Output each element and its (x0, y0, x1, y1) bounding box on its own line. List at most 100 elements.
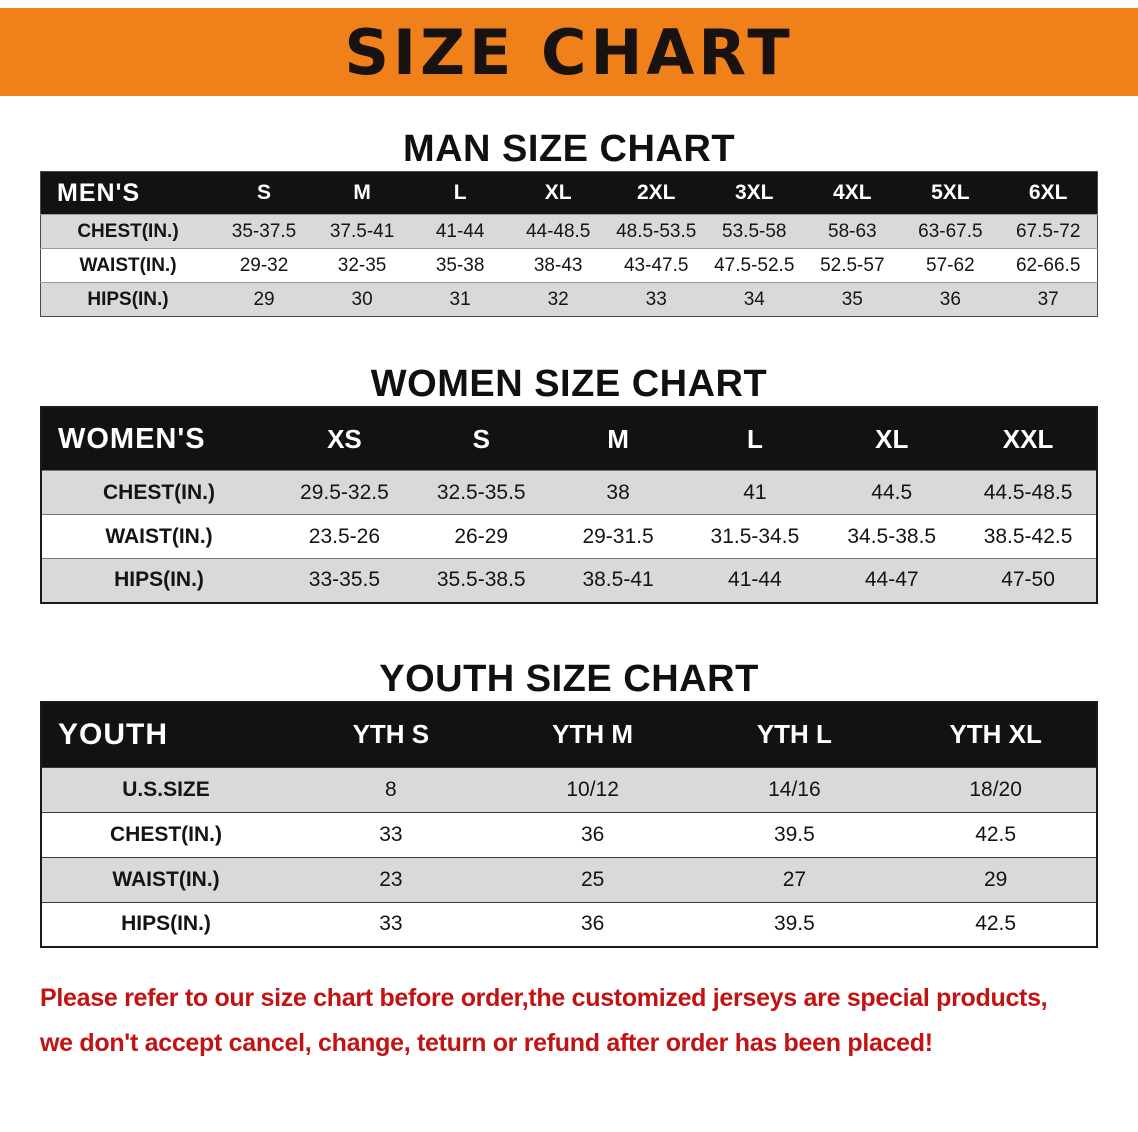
row-label: WAIST(IN.) (41, 856, 290, 902)
size-value-cell: 33 (607, 282, 706, 317)
title-banner: SIZE CHART (0, 8, 1138, 96)
size-value-cell: 39.5 (693, 811, 896, 857)
size-value-cell: 34.5-38.5 (823, 514, 961, 559)
size-value-cell: 33-35.5 (276, 558, 413, 603)
measurement-row: WAIST(IN.) 23.5-26 26-29 29-31.5 31.5-34.5 34… (41, 514, 1097, 559)
size-column-header: XL (509, 171, 608, 215)
size-value-cell: 23.5-26 (276, 514, 413, 559)
size-value-cell: 25 (491, 856, 694, 902)
size-value-cell: 33 (290, 811, 492, 857)
size-value-cell: 23 (290, 856, 492, 902)
size-value-cell: 44.5-48.5 (960, 470, 1097, 515)
section-women: WOMEN SIZE CHART WOMEN'S XS S M L XL XXL CHEST(… (0, 363, 1138, 604)
size-value-cell: 32.5-35.5 (412, 470, 550, 515)
size-value-cell: 41-44 (686, 558, 824, 603)
size-value-cell: 44-47 (823, 558, 961, 603)
size-column-header: 3XL (705, 171, 804, 215)
row-label: U.S.SIZE (41, 766, 290, 812)
size-value-cell: 57-62 (901, 248, 1000, 283)
measurement-row: HIPS(IN.) 29 30 31 32 33 34 35 36 37 (40, 282, 1098, 317)
size-value-cell: 48.5-53.5 (607, 214, 706, 249)
size-value-cell: 43-47.5 (607, 248, 706, 283)
women-section-heading: WOMEN SIZE CHART (370, 363, 768, 405)
row-label: HIPS(IN.) (41, 901, 290, 947)
size-value-cell: 10/12 (491, 766, 694, 812)
men-size-table: MEN'S S M L XL 2XL 3XL 4XL 5XL 6XL CHEST(IN.) 35-37… (40, 171, 1098, 317)
size-column-header: YTH M (491, 701, 694, 767)
women-size-table: WOMEN'S XS S M L XL XXL CHEST(IN.) 29.5-32.5 32.5… (40, 406, 1098, 604)
size-value-cell: 37 (999, 282, 1098, 317)
size-column-header: L (686, 407, 824, 471)
size-value-cell: 29 (215, 282, 314, 317)
row-label: WAIST(IN.) (41, 514, 276, 559)
size-value-cell: 52.5-57 (803, 248, 902, 283)
size-value-cell: 36 (491, 811, 694, 857)
measurement-row: WAIST(IN.) 29-32 32-35 35-38 38-43 43-47.5 47.… (40, 248, 1098, 283)
size-value-cell: 8 (290, 766, 492, 812)
size-value-cell: 14/16 (693, 766, 896, 812)
order-policy-note-line-1: Please refer to our size chart before or… (40, 984, 1048, 1012)
size-value-cell: 31.5-34.5 (686, 514, 824, 559)
size-value-cell: 41-44 (411, 214, 510, 249)
size-value-cell: 63-67.5 (901, 214, 1000, 249)
row-label: WAIST(IN.) (40, 248, 215, 283)
size-column-header: XXL (960, 407, 1097, 471)
measurement-row: WAIST(IN.) 23 25 27 29 (41, 856, 1097, 902)
order-policy-note: Please refer to our size chart before or… (40, 976, 1118, 1066)
size-value-cell: 29.5-32.5 (276, 470, 413, 515)
size-value-cell: 35-37.5 (215, 214, 314, 249)
table-group-label: WOMEN'S (41, 407, 276, 471)
size-column-header: YTH L (693, 701, 896, 767)
table-group-label: MEN'S (40, 171, 215, 215)
size-value-cell: 42.5 (895, 811, 1097, 857)
size-value-cell: 37.5-41 (313, 214, 412, 249)
size-column-header: 4XL (803, 171, 902, 215)
table-header-row: WOMEN'S XS S M L XL XXL (41, 407, 1097, 471)
size-column-header: S (412, 407, 550, 471)
size-value-cell: 38-43 (509, 248, 608, 283)
size-value-cell: 31 (411, 282, 510, 317)
size-chart-page: SIZE CHART MAN SIZE CHART MEN'S S M L XL 2XL 3… (0, 8, 1138, 1066)
order-policy-note-line-2: we don't accept cancel, change, teturn o… (40, 1029, 933, 1057)
youth-size-table: YOUTH YTH S YTH M YTH L YTH XL U.S.SIZE 8 10/12… (40, 700, 1098, 948)
size-value-cell: 67.5-72 (999, 214, 1098, 249)
size-value-cell: 39.5 (693, 901, 896, 947)
measurement-row: CHEST(IN.) 29.5-32.5 32.5-35.5 38 41 44.5 44.5… (41, 470, 1097, 515)
size-value-cell: 18/20 (895, 766, 1097, 812)
row-label: CHEST(IN.) (41, 470, 276, 515)
size-column-header: 5XL (901, 171, 1000, 215)
size-value-cell: 44-48.5 (509, 214, 608, 249)
size-column-header: M (313, 171, 412, 215)
men-section-heading: MAN SIZE CHART (402, 128, 736, 170)
size-column-header: 6XL (999, 171, 1098, 215)
size-value-cell: 30 (313, 282, 412, 317)
size-column-header: S (215, 171, 314, 215)
size-column-header: L (411, 171, 510, 215)
row-label: CHEST(IN.) (40, 214, 215, 249)
size-column-header: M (549, 407, 687, 471)
size-column-header: XS (276, 407, 413, 471)
row-label: HIPS(IN.) (41, 558, 276, 603)
measurement-row: U.S.SIZE 8 10/12 14/16 18/20 (41, 766, 1097, 812)
youth-section-heading: YOUTH SIZE CHART (379, 657, 759, 700)
measurement-row: CHEST(IN.) 35-37.5 37.5-41 41-44 44-48.5 48.5… (40, 214, 1098, 249)
size-value-cell: 36 (901, 282, 1000, 317)
section-men: MAN SIZE CHART MEN'S S M L XL 2XL 3XL 4XL 5XL 6XL… (0, 128, 1138, 317)
page-title: SIZE CHART (344, 15, 794, 89)
size-value-cell: 47-50 (960, 558, 1097, 603)
size-value-cell: 38.5-41 (549, 558, 687, 603)
row-label: CHEST(IN.) (41, 811, 290, 857)
size-value-cell: 29-31.5 (549, 514, 687, 559)
size-column-header: YTH S (290, 701, 492, 767)
size-column-header: YTH XL (895, 701, 1097, 767)
size-value-cell: 32 (509, 282, 608, 317)
size-value-cell: 38.5-42.5 (960, 514, 1097, 559)
size-value-cell: 47.5-52.5 (705, 248, 804, 283)
size-value-cell: 33 (290, 901, 492, 947)
size-value-cell: 27 (693, 856, 896, 902)
size-value-cell: 36 (491, 901, 694, 947)
size-value-cell: 38 (549, 470, 687, 515)
measurement-row: CHEST(IN.) 33 36 39.5 42.5 (41, 811, 1097, 857)
measurement-row: HIPS(IN.) 33-35.5 35.5-38.5 38.5-41 41-44 44-… (41, 558, 1097, 603)
size-value-cell: 53.5-58 (705, 214, 804, 249)
